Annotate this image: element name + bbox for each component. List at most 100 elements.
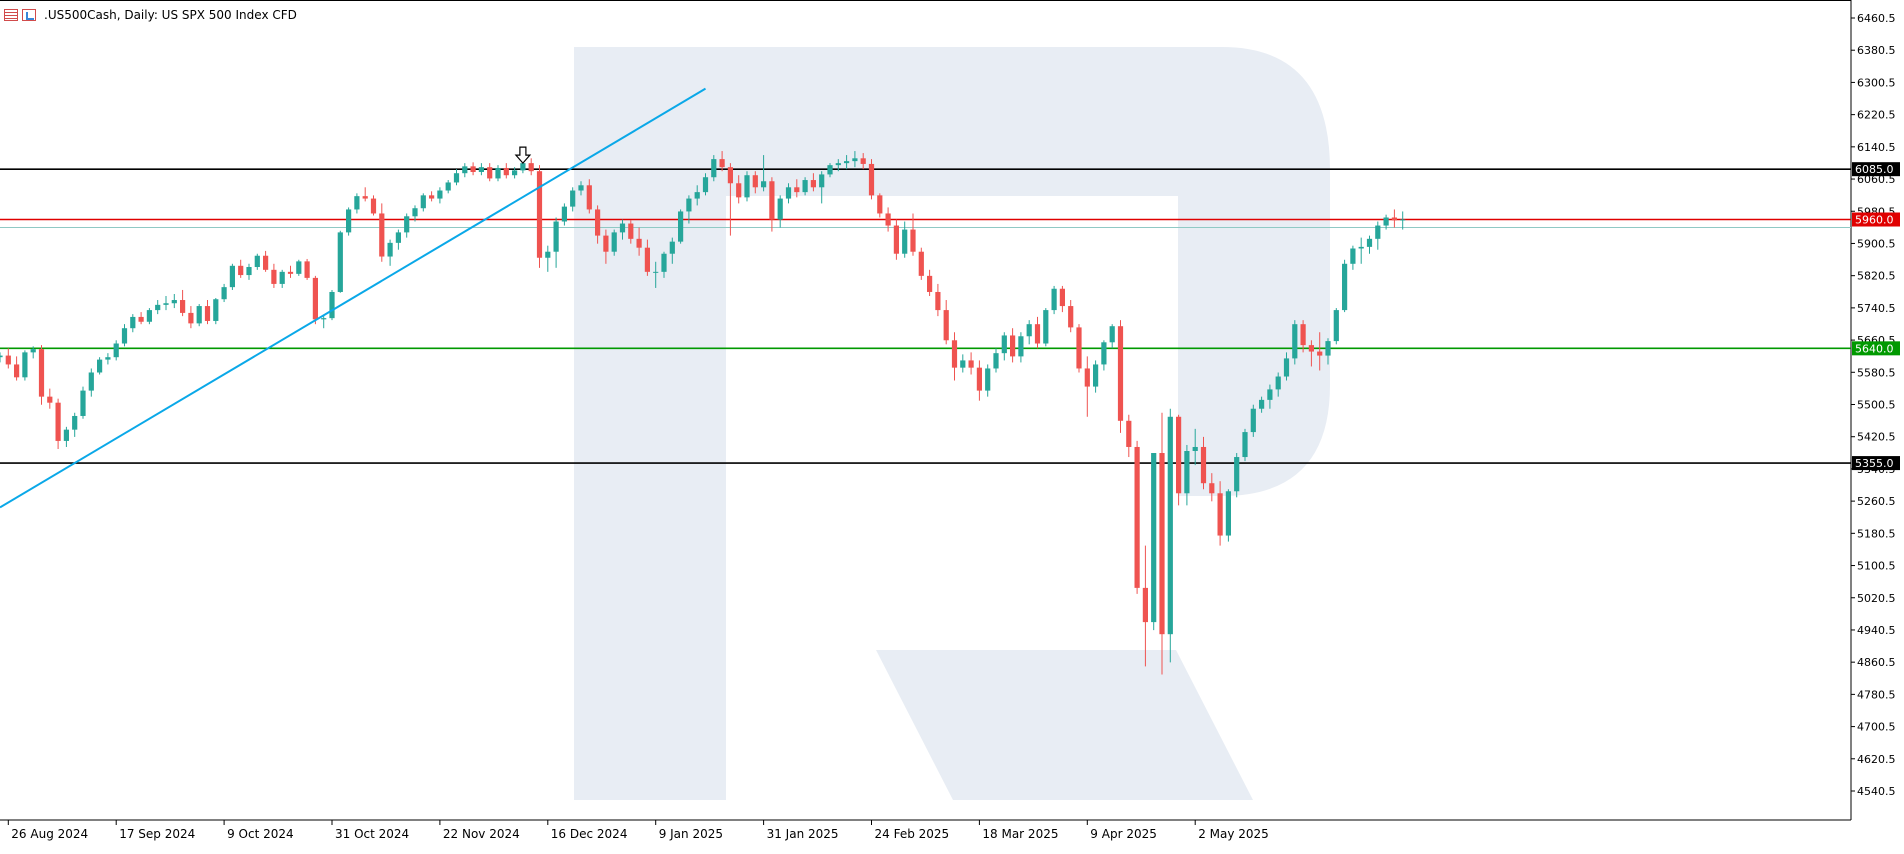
candle-body xyxy=(860,158,866,164)
trendline xyxy=(0,87,707,509)
candle-body xyxy=(312,277,318,320)
lower-support-level-tag xyxy=(1852,456,1900,471)
candle-body xyxy=(1109,326,1115,343)
candle xyxy=(55,398,61,449)
candle xyxy=(1134,440,1140,594)
candle xyxy=(97,357,103,375)
candle-body xyxy=(22,352,28,378)
candle xyxy=(445,180,451,194)
candle-body xyxy=(180,300,186,313)
candle xyxy=(619,219,626,240)
candles xyxy=(0,151,1406,675)
candle-body xyxy=(852,158,858,162)
chart-title: .US500Cash, Daily: US SPX 500 Index CFD xyxy=(44,8,297,22)
support-level-label: 5640.0 xyxy=(1855,342,1894,355)
candle-body xyxy=(213,299,219,321)
candle-body xyxy=(644,247,650,272)
candle-body xyxy=(420,195,426,209)
candle xyxy=(0,352,3,363)
candle xyxy=(1209,473,1215,502)
candle-body xyxy=(719,159,725,168)
candle xyxy=(395,229,401,250)
price-tick-label: 5260.5 xyxy=(1857,495,1896,508)
candle xyxy=(1159,412,1165,675)
candle-body xyxy=(586,185,592,210)
candle-body xyxy=(1051,288,1057,311)
candle xyxy=(238,259,244,278)
candle-body xyxy=(1283,358,1290,377)
candle xyxy=(229,263,235,290)
candle-body xyxy=(619,223,626,233)
candle-body xyxy=(636,238,642,248)
candle xyxy=(1034,316,1041,349)
candle xyxy=(761,155,767,192)
candle-body xyxy=(1225,491,1231,536)
candle-body xyxy=(702,177,709,193)
candle xyxy=(1283,352,1290,381)
candle xyxy=(487,163,493,182)
candle-body xyxy=(155,304,161,311)
candle xyxy=(22,350,28,381)
candle xyxy=(1151,453,1157,631)
candle-body xyxy=(97,359,103,373)
candle-body xyxy=(528,163,534,172)
chart-header: .US500Cash, Daily: US SPX 500 Index CFD xyxy=(4,7,297,23)
candle xyxy=(536,165,543,268)
candle xyxy=(885,207,891,232)
candle xyxy=(130,314,136,333)
candle-body xyxy=(910,229,916,252)
candle-body xyxy=(736,183,742,198)
candle xyxy=(528,158,534,176)
candle xyxy=(1350,245,1356,270)
candle-body xyxy=(1200,446,1207,484)
candle xyxy=(354,193,360,214)
candle xyxy=(1018,332,1024,363)
candle xyxy=(943,300,949,345)
candle-body xyxy=(47,396,53,403)
support-level-tag xyxy=(1852,341,1900,356)
candle-body xyxy=(1126,420,1132,447)
candle xyxy=(603,229,609,264)
candle xyxy=(346,207,352,236)
candle xyxy=(121,324,128,347)
candle-body xyxy=(321,318,327,320)
list-icon[interactable] xyxy=(4,9,18,21)
candle xyxy=(88,368,94,397)
candle-body xyxy=(951,340,958,368)
candle-body xyxy=(611,232,617,252)
candle xyxy=(146,308,152,325)
candle xyxy=(1242,428,1248,462)
price-tick-label: 5180.5 xyxy=(1857,527,1896,540)
candle xyxy=(628,220,634,244)
candle-body xyxy=(1333,310,1339,342)
candle xyxy=(321,316,327,329)
candle-body xyxy=(337,232,343,292)
candle xyxy=(38,345,45,405)
candle xyxy=(1200,436,1207,490)
candle-body xyxy=(993,353,999,369)
candle-body xyxy=(14,364,20,378)
candle-body xyxy=(1391,217,1397,221)
candle-body xyxy=(686,198,692,212)
candle-body xyxy=(404,216,410,233)
candle-body xyxy=(0,355,3,358)
candle-body xyxy=(5,355,11,365)
candle-body xyxy=(379,213,385,257)
candle-body xyxy=(1300,324,1306,346)
candle xyxy=(1059,285,1065,313)
chart-window-icon[interactable] xyxy=(22,9,36,21)
price-tick-label: 4860.5 xyxy=(1857,656,1896,669)
candle-body xyxy=(470,166,476,172)
candle-body xyxy=(727,167,733,184)
candle xyxy=(462,163,468,178)
candle xyxy=(744,171,750,202)
candle-body xyxy=(744,175,750,198)
candle xyxy=(835,159,841,172)
candle-body xyxy=(1192,446,1198,452)
candle-body xyxy=(1076,327,1082,369)
time-tick-label: 24 Feb 2025 xyxy=(875,827,950,841)
candle xyxy=(204,300,211,325)
candle-body xyxy=(595,209,601,236)
candle xyxy=(478,163,484,176)
